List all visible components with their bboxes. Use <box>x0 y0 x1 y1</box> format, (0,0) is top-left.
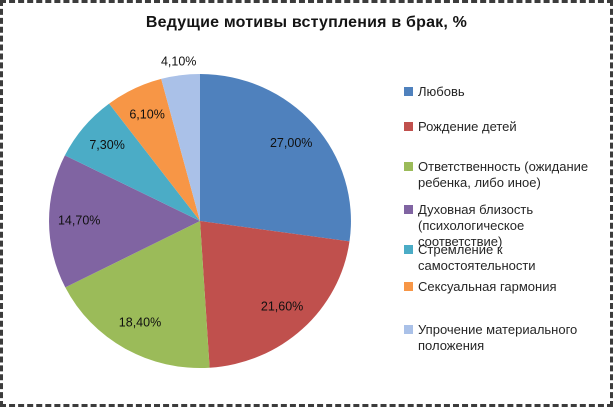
legend-swatch-icon <box>404 205 413 214</box>
legend-swatch-icon <box>404 325 413 334</box>
legend-item: Ответственность (ожидание ребенка, либо … <box>404 159 588 191</box>
legend-swatch-icon <box>404 245 413 254</box>
legend-label: Сексуальная гармония <box>418 279 557 294</box>
legend-label: Духовная близость (психологическое соотв… <box>418 202 534 249</box>
slice-percent-label: 18,40% <box>119 315 161 329</box>
legend-item: Упрочение материального положения <box>404 322 577 354</box>
legend: Любовь Рождение детей Ответственность (ожи… <box>404 0 610 407</box>
slice-percent-label: 6,10% <box>129 108 164 122</box>
slice-percent-label: 14,70% <box>58 214 100 228</box>
legend-item: Рождение детей <box>404 119 517 135</box>
legend-label: Любовь <box>418 84 465 99</box>
slice-percent-label: 27,00% <box>270 136 312 150</box>
legend-label: Упрочение материального положения <box>418 322 578 353</box>
slice-percent-label: 7,30% <box>89 138 124 152</box>
pie-slice-6 <box>109 78 200 222</box>
legend-item: Духовная близость (психологическое соотв… <box>404 202 610 250</box>
legend-swatch-icon <box>404 162 413 171</box>
legend-label: Рождение детей <box>418 119 517 134</box>
pie-slice-7 <box>161 73 200 221</box>
pie-slice-4 <box>49 155 201 288</box>
pie-slice-3 <box>65 221 210 368</box>
legend-swatch-icon <box>404 87 413 96</box>
legend-item: Любовь <box>404 84 465 100</box>
chart-title: Ведущие мотивы вступления в брак, % <box>145 14 468 31</box>
slice-percent-label: 21,60% <box>261 300 303 314</box>
pie-slice-5 <box>64 103 201 221</box>
legend-item: Сексуальная гармония <box>404 279 557 295</box>
legend-item: Стремление к самостоятельности <box>404 242 536 274</box>
slice-percent-label: 4,10% <box>161 54 196 68</box>
legend-swatch-icon <box>404 122 413 131</box>
pie-slice-2 <box>200 221 350 368</box>
legend-swatch-icon <box>404 282 413 291</box>
legend-label: Стремление к самостоятельности <box>418 242 536 273</box>
pie-slice-1 <box>200 74 351 242</box>
legend-label: Ответственность (ожидание ребенка, либо … <box>418 159 589 190</box>
